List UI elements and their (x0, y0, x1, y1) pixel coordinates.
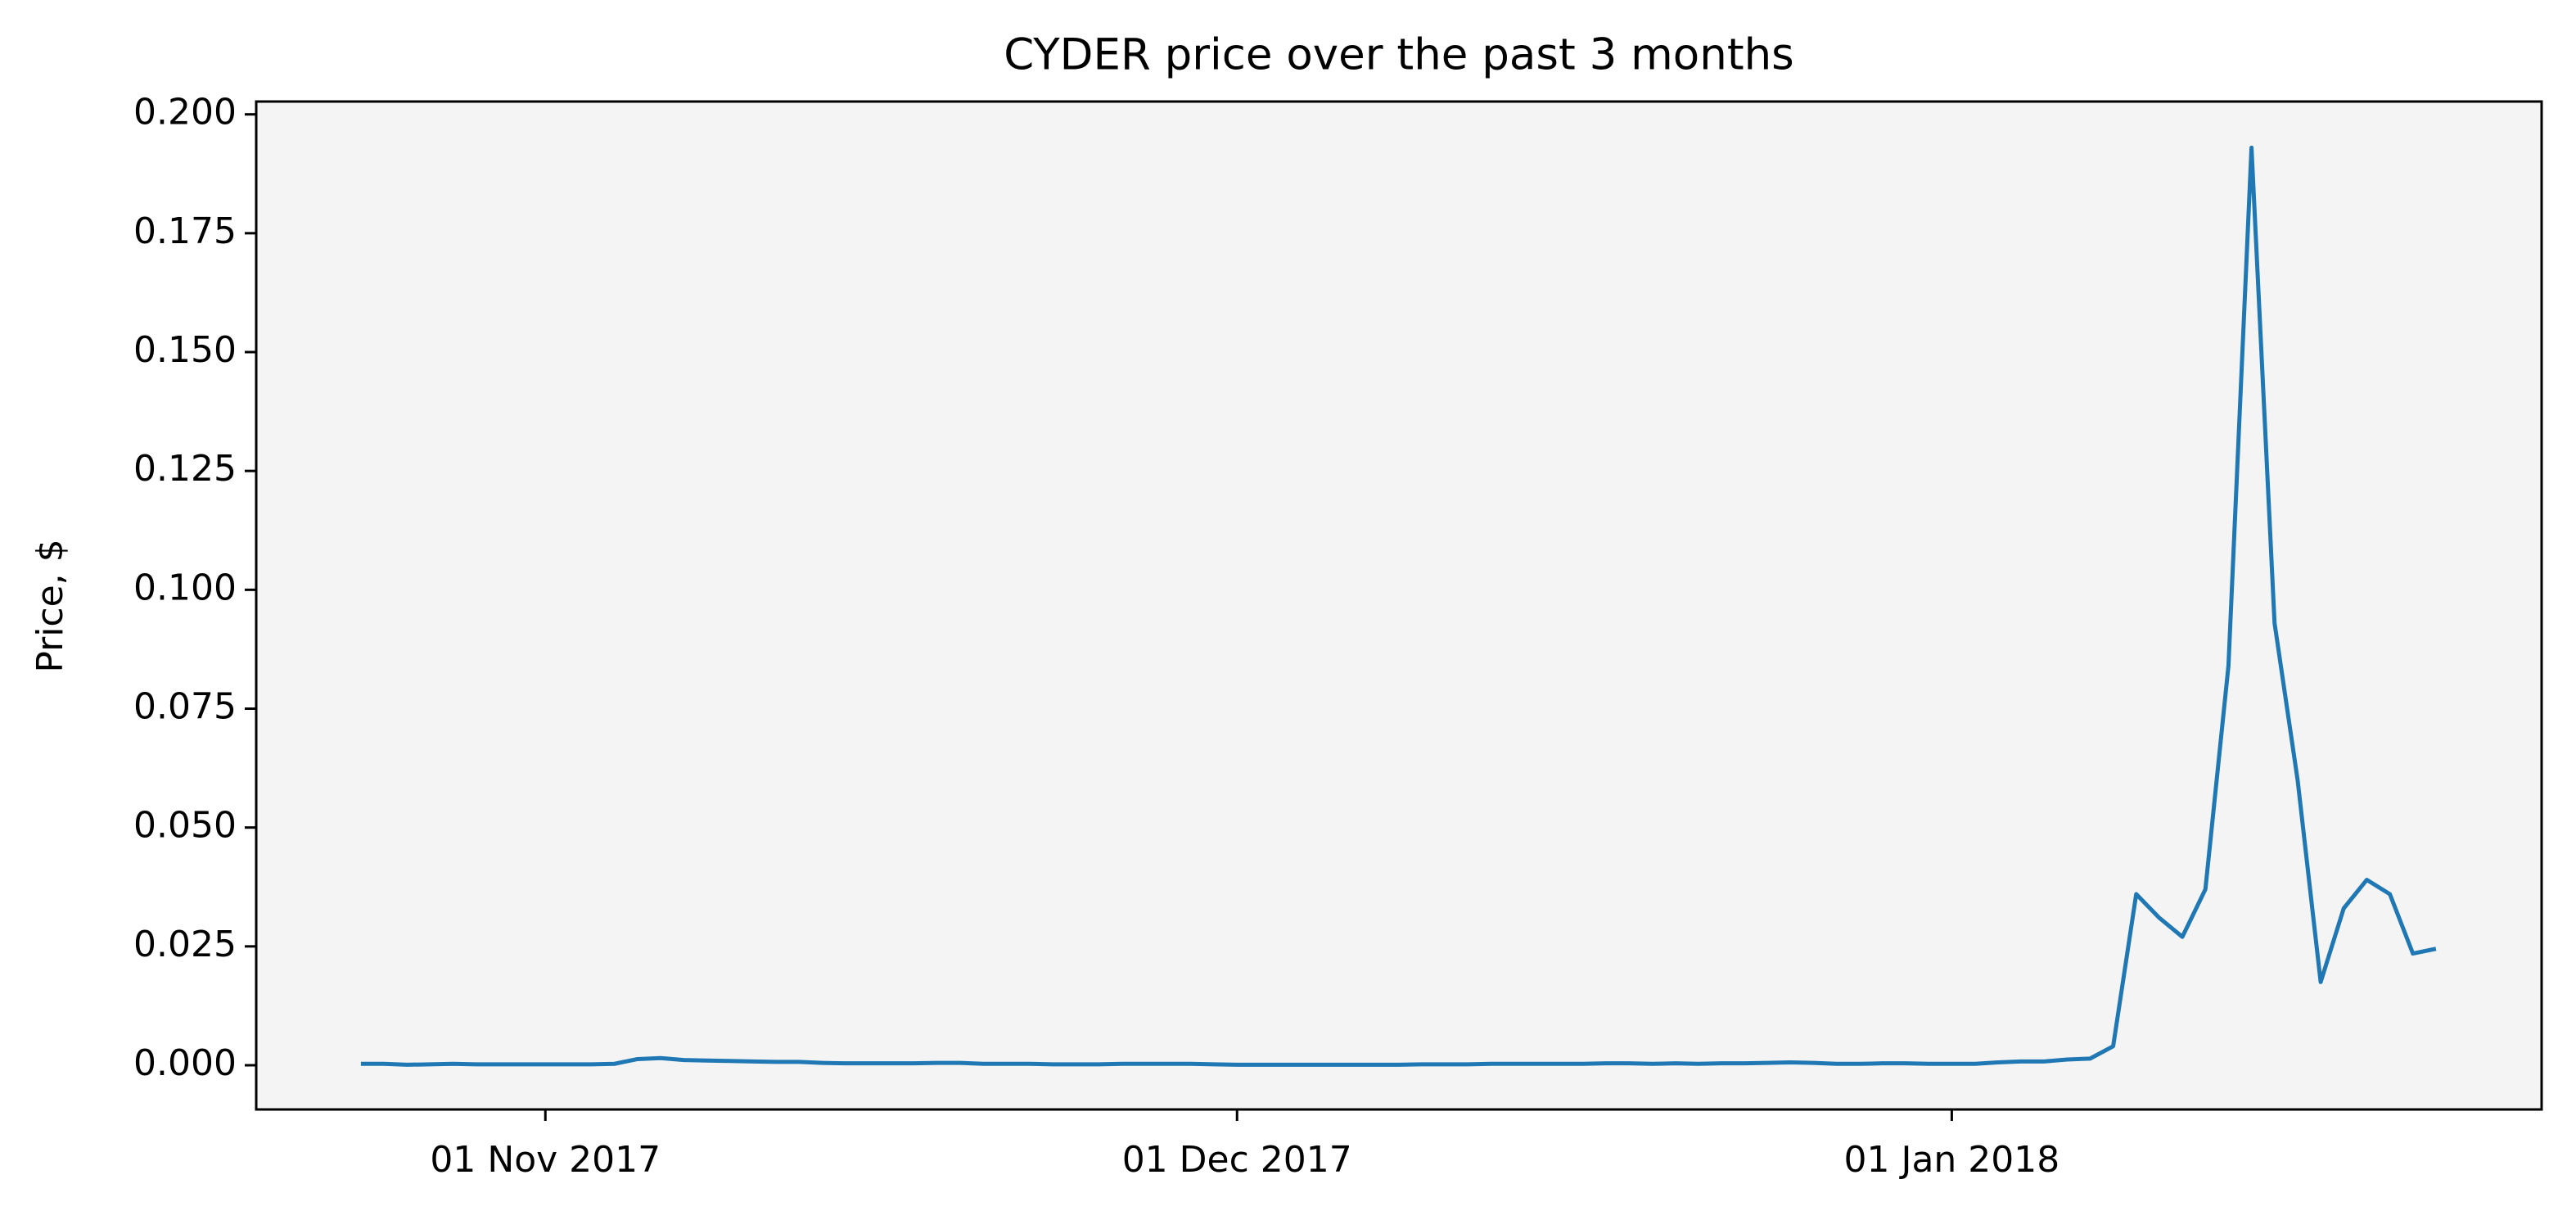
y-tick-label: 0.175 (133, 210, 237, 252)
y-axis-label: Price, $ (29, 539, 71, 672)
y-tick-label: 0.100 (133, 567, 237, 608)
y-tick-label: 0.125 (133, 448, 237, 490)
x-tick-label: 01 Nov 2017 (430, 1139, 661, 1181)
y-tick-label: 0.025 (133, 924, 237, 965)
chart-title: CYDER price over the past 3 months (1004, 30, 1794, 80)
x-tick-label: 01 Jan 2018 (1844, 1139, 2060, 1181)
y-tick-label: 0.050 (133, 805, 237, 847)
plot-area (256, 102, 2542, 1109)
y-tick-label: 0.150 (133, 329, 237, 371)
plot-frame (255, 100, 2543, 1111)
y-tick-label: 0.000 (133, 1042, 237, 1084)
y-tick-label: 0.200 (133, 92, 237, 133)
price-line (360, 145, 2437, 1067)
x-tick-label: 01 Dec 2017 (1122, 1139, 1352, 1181)
y-tick-label: 0.075 (133, 686, 237, 728)
